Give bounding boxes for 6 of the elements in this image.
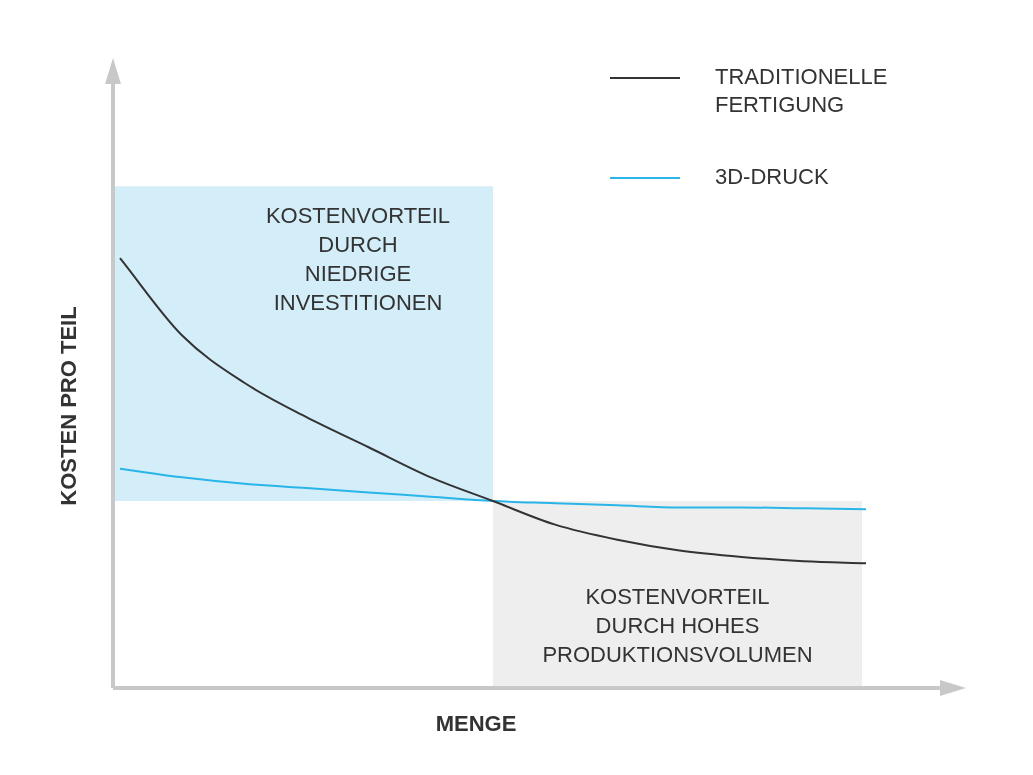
y-axis-title: KOSTEN PRO TEIL: [56, 306, 82, 506]
annotation: KOSTENVORTEIL DURCH HOHES PRODUKTIONSVOLUMEN: [542, 584, 813, 668]
annotation: KOSTENVORTEIL DURCH NIEDRIGE INVESTITIONEN: [265, 203, 451, 316]
x-axis-title: MENGE: [435, 711, 517, 737]
legend-label: 3D-DRUCK: [715, 164, 829, 190]
legend-label: TRADITIONELLE FERTIGUNG: [715, 64, 888, 118]
